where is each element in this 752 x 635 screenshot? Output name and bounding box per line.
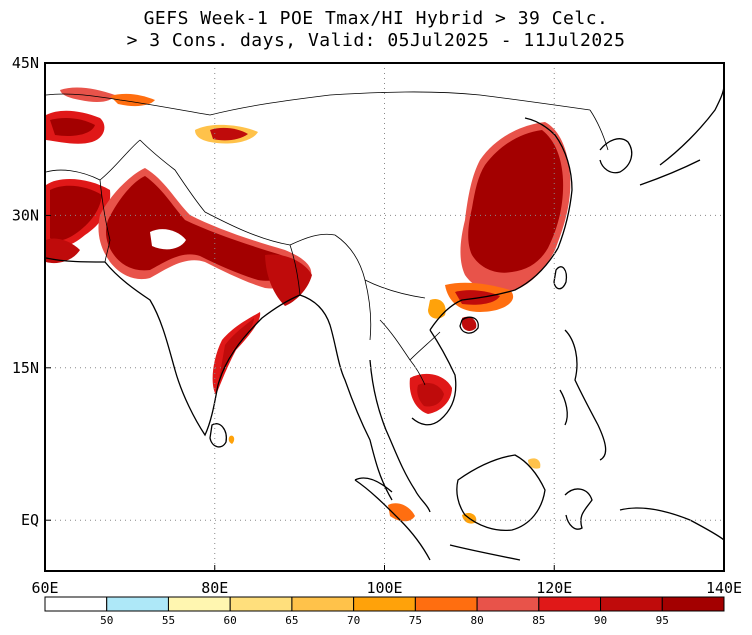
region-sumatra	[388, 503, 415, 522]
colorbar-swatch	[661, 596, 725, 612]
colorbar-swatch	[353, 596, 416, 612]
colorbar-swatch	[291, 596, 355, 612]
colorbar: 50 55 60 65 70 75 80 85 90 95	[44, 596, 725, 627]
colorbar-swatch	[600, 596, 663, 612]
lon-tick-label: 140E	[706, 579, 742, 597]
map-axes: 60E 80E 100E 120E 140E 45N 30N 15N EQ	[12, 54, 742, 597]
lon-tick-label: 80E	[201, 579, 228, 597]
colorbar-tick-label: 95	[656, 614, 669, 627]
colorbar-tick-label: 65	[285, 614, 298, 627]
probability-shading	[46, 87, 571, 524]
colorbar-tick-label: 90	[594, 614, 607, 627]
colorbar-swatch	[229, 596, 293, 612]
colorbar-tick-label: 70	[347, 614, 360, 627]
country-borders	[45, 91, 609, 386]
lat-tick-label: 15N	[12, 359, 39, 377]
gridlines	[45, 63, 724, 571]
colorbar-swatch	[44, 596, 108, 612]
colorbar-swatch	[476, 596, 540, 612]
lon-tick-label: 60E	[31, 579, 58, 597]
lat-tick-label: 30N	[12, 206, 39, 224]
colorbar-swatch	[414, 596, 478, 612]
map-title-line1: GEFS Week-1 POE Tmax/HI Hybrid > 39 Celc…	[143, 8, 609, 29]
lat-tick-label: EQ	[21, 511, 39, 529]
colorbar-tick-label: 80	[470, 614, 483, 627]
colorbar-tick-label: 85	[532, 614, 545, 627]
lat-tick-label: 45N	[12, 54, 39, 72]
lon-tick-label: 100E	[366, 579, 402, 597]
colorbar-tick-label: 50	[100, 614, 113, 627]
map-title-line2: > 3 Cons. days, Valid: 05Jul2025 - 11Jul…	[126, 30, 626, 51]
colorbar-tick-label: 55	[162, 614, 175, 627]
colorbar-tick-label: 75	[409, 614, 422, 627]
colorbar-swatch	[167, 596, 231, 612]
colorbar-swatch	[106, 596, 169, 612]
lon-tick-label: 120E	[536, 579, 572, 597]
colorbar-swatch	[538, 596, 602, 612]
colorbar-tick-label: 60	[224, 614, 237, 627]
coastlines	[45, 84, 724, 561]
